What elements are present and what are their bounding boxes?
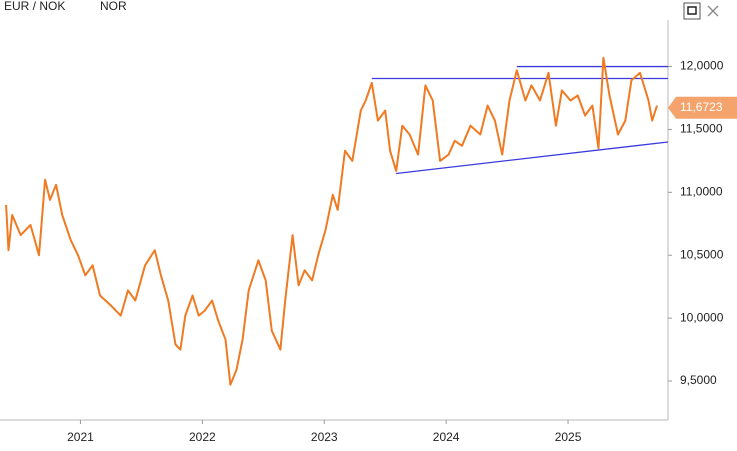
- chart-title: EUR / NOK: [4, 0, 65, 13]
- x-tick-label: 2021: [67, 430, 94, 444]
- x-tick-label: 2023: [311, 430, 338, 444]
- maximize-button[interactable]: [683, 2, 701, 20]
- close-button[interactable]: [707, 5, 719, 17]
- x-tick-label: 2022: [189, 430, 216, 444]
- y-tick-label: 12,0000: [680, 59, 724, 73]
- x-tick-label: 2024: [433, 430, 460, 444]
- price-line: [5, 56, 658, 386]
- last-value-tag: [668, 96, 737, 119]
- window-buttons[interactable]: [683, 2, 719, 20]
- y-tick-label: 10,0000: [680, 310, 724, 324]
- chart-subtitle: NOR: [100, 0, 127, 13]
- last-value-label: 11,6723: [680, 100, 723, 114]
- x-tick-label: 2025: [555, 430, 582, 444]
- y-tick-label: 9,5000: [680, 373, 717, 387]
- trendline: [396, 141, 669, 175]
- y-tick-label: 10,5000: [680, 247, 724, 261]
- maximize-icon: [687, 6, 697, 15]
- y-tick-label: 11,0000: [680, 184, 723, 198]
- y-tick-label: 11,5000: [680, 122, 723, 136]
